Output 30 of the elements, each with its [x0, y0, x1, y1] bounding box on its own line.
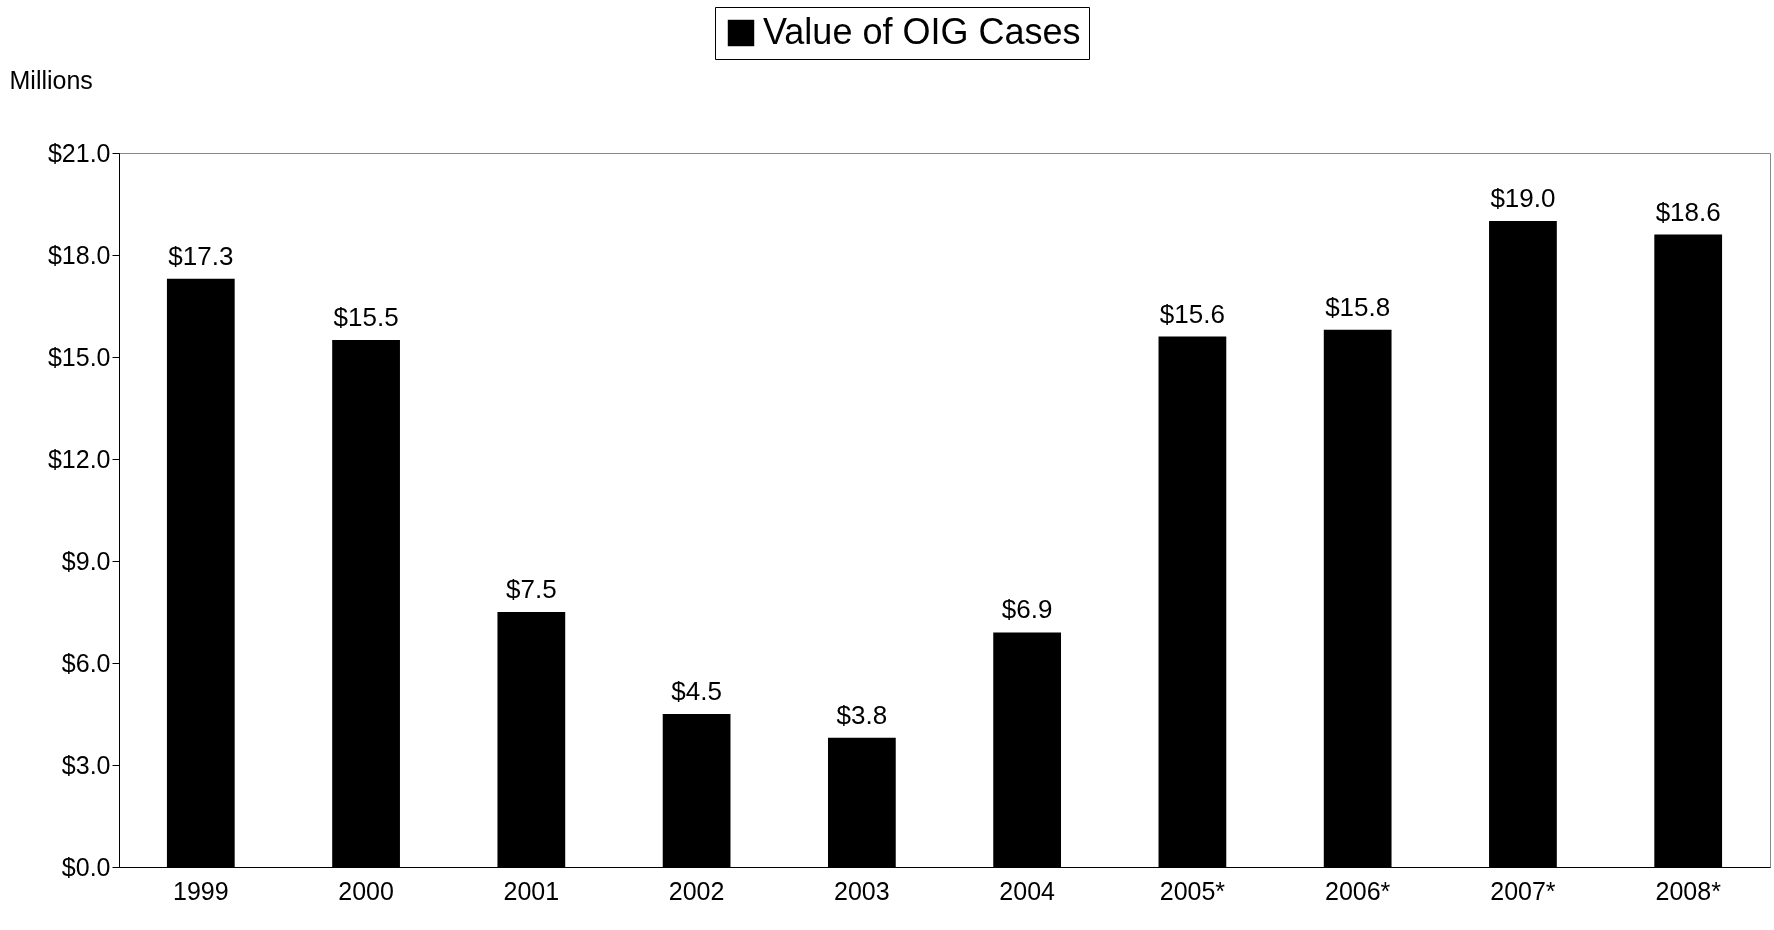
y-tick-label: $12.0 [47, 444, 111, 473]
x-tick-label: 2000 [338, 876, 394, 905]
legend-label: Value of OIG Cases [763, 11, 1081, 52]
x-tick-label: 2001 [503, 876, 560, 905]
data-label: $3.8 [836, 699, 888, 730]
x-tick-label: 2004 [999, 876, 1056, 905]
data-label: $18.6 [1655, 196, 1721, 227]
x-tick-label: 2008* [1655, 876, 1722, 905]
data-label: $17.3 [168, 240, 234, 271]
x-tick-label: 2007* [1490, 876, 1556, 905]
x-tick-label: 2002 [668, 876, 725, 905]
data-label: $4.5 [671, 676, 722, 706]
y-tick-label: $15.0 [47, 342, 111, 371]
data-label: $15.5 [333, 302, 399, 332]
x-tick-label: 2006* [1324, 876, 1391, 905]
x-tick-label: 2003 [834, 876, 890, 905]
data-label: $15.8 [1325, 291, 1391, 322]
data-label: $7.5 [506, 574, 557, 604]
y-tick-label: $3.0 [61, 750, 111, 779]
y-tick-label: $18.0 [47, 240, 111, 269]
y-tick-label: $21.0 [47, 138, 111, 167]
y-axis-title: Millions [9, 65, 93, 94]
x-tick-label: 1999 [172, 876, 229, 905]
y-tick-label: $9.0 [61, 546, 111, 575]
data-label: $15.6 [1159, 298, 1225, 329]
y-tick-label: $0.0 [61, 852, 111, 881]
x-tick-label: 2005* [1159, 876, 1226, 905]
y-tick-label: $6.0 [61, 648, 111, 677]
data-label: $6.9 [1001, 594, 1053, 625]
data-label: $19.0 [1490, 183, 1556, 213]
